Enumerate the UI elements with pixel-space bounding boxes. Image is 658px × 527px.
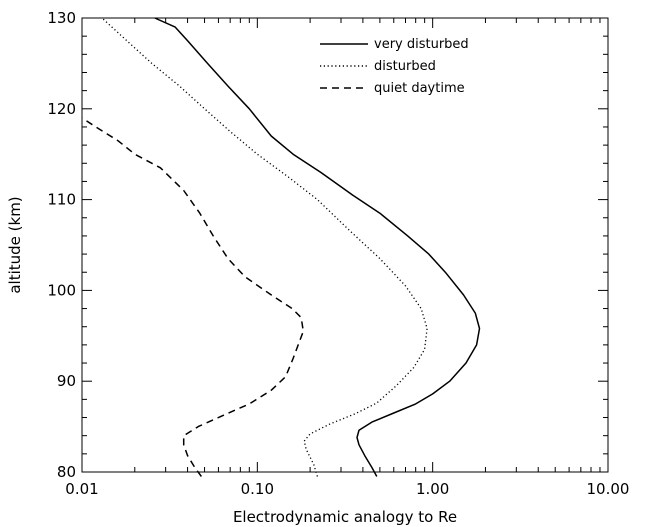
y-axis-title: altitude (km) <box>6 196 24 293</box>
x-tick-label: 0.01 <box>65 480 98 498</box>
y-tick-label: 120 <box>47 100 76 118</box>
y-tick-label: 100 <box>47 281 76 299</box>
plot-frame <box>81 17 609 473</box>
series-line-quiet-daytime <box>81 117 305 477</box>
legend-label: quiet daytime <box>374 81 465 96</box>
y-axis: 80 90 100 110 120 130 <box>47 9 608 481</box>
y-tick-label: 130 <box>47 9 76 27</box>
y-tick-label: 110 <box>47 191 76 209</box>
series-line-very-disturbed <box>154 17 481 477</box>
legend: very disturbed disturbed quiet daytime <box>320 37 469 96</box>
x-axis: 0.01 0.10 1.00 10.00 <box>65 18 629 498</box>
plot-border <box>81 17 609 473</box>
x-tick-label: 0.10 <box>241 480 274 498</box>
y-tick-label: 90 <box>57 372 76 390</box>
y-tick-label: 80 <box>57 463 76 481</box>
legend-label: disturbed <box>374 59 436 74</box>
x-axis-title: Electrodynamic analogy to Re <box>233 508 457 526</box>
x-tick-label: 10.00 <box>587 480 630 498</box>
series-layer <box>81 17 481 477</box>
legend-label: very disturbed <box>374 37 469 52</box>
x-tick-label: 1.00 <box>416 480 449 498</box>
